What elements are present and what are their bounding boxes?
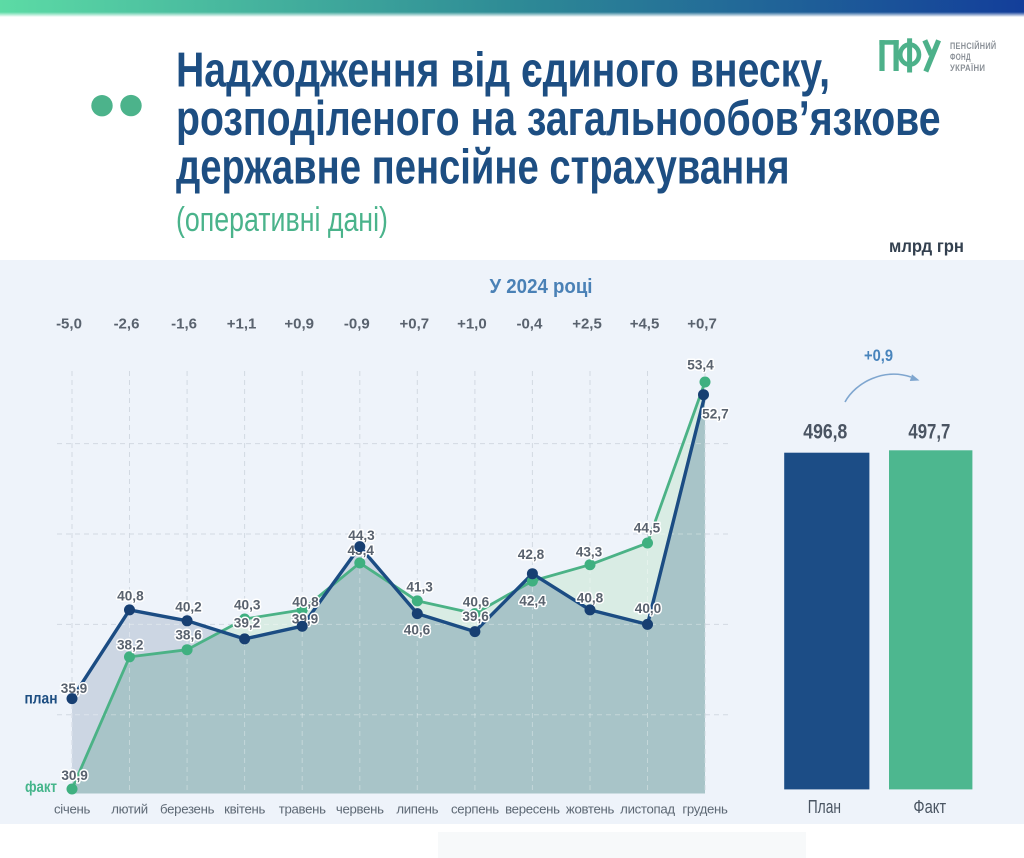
svg-text:-1,6: -1,6	[171, 316, 197, 333]
svg-text:35,9: 35,9	[61, 680, 88, 696]
svg-text:травень: травень	[279, 802, 326, 817]
svg-text:-2,6: -2,6	[114, 316, 140, 333]
svg-text:44,5: 44,5	[634, 520, 661, 536]
svg-text:39,6: 39,6	[462, 608, 489, 624]
svg-text:+2,5: +2,5	[572, 316, 602, 333]
svg-text:40,8: 40,8	[117, 587, 144, 603]
svg-text:40,6: 40,6	[404, 622, 431, 638]
svg-text:ФОНД: ФОНД	[950, 52, 971, 63]
svg-text:розподіленого на загальнообов’: розподіленого на загальнообов’язкове	[176, 92, 941, 146]
svg-text:жовтень: жовтень	[566, 802, 615, 817]
svg-text:План: План	[808, 797, 841, 817]
svg-text:квітень: квітень	[224, 802, 265, 817]
svg-text:40,3: 40,3	[234, 597, 261, 613]
svg-text:40,8: 40,8	[292, 594, 319, 610]
svg-text:(оперативні дані): (оперативні дані)	[176, 201, 388, 239]
svg-text:Факт: Факт	[913, 797, 946, 817]
svg-text:38,2: 38,2	[117, 636, 144, 652]
svg-text:липень: липень	[396, 802, 438, 817]
svg-text:40,8: 40,8	[577, 590, 604, 606]
svg-text:Надходження від єдиного внеску: Надходження від єдиного внеску,	[176, 43, 830, 97]
svg-text:+1,0: +1,0	[457, 316, 487, 333]
svg-text:43,3: 43,3	[576, 544, 603, 560]
svg-text:березень: березень	[160, 802, 215, 817]
svg-text:40,6: 40,6	[463, 594, 490, 610]
svg-text:30,9: 30,9	[61, 767, 88, 783]
svg-text:січень: січень	[54, 802, 91, 817]
svg-text:+0,7: +0,7	[687, 316, 717, 333]
svg-text:42,4: 42,4	[519, 593, 546, 609]
svg-text:+0,9: +0,9	[284, 316, 314, 333]
svg-text:40,0: 40,0	[635, 600, 662, 616]
svg-text:44,3: 44,3	[348, 527, 375, 543]
svg-text:-0,4: -0,4	[516, 316, 543, 333]
svg-text:53,4: 53,4	[687, 357, 714, 373]
svg-text:ПЕНСІЙНИЙ: ПЕНСІЙНИЙ	[950, 40, 997, 52]
svg-text:червень: червень	[336, 802, 384, 817]
svg-text:+0,9: +0,9	[864, 346, 893, 365]
svg-text:+0,7: +0,7	[399, 316, 429, 333]
svg-text:грудень: грудень	[682, 802, 728, 817]
svg-text:план: план	[25, 691, 58, 708]
svg-text:52,7: 52,7	[702, 406, 729, 422]
svg-text:41,3: 41,3	[406, 579, 433, 595]
svg-text:42,8: 42,8	[518, 546, 545, 562]
svg-text:496,8: 496,8	[803, 421, 847, 444]
svg-text:+4,5: +4,5	[630, 316, 660, 333]
svg-text:державне пенсійне страхування: державне пенсійне страхування	[176, 140, 790, 195]
svg-text:-5,0: -5,0	[56, 316, 82, 333]
svg-text:листопад: листопад	[620, 802, 675, 817]
svg-text:УКРАЇНИ: УКРАЇНИ	[950, 63, 985, 74]
svg-text:факт: факт	[25, 779, 57, 796]
svg-text:40,2: 40,2	[175, 599, 202, 615]
svg-text:серпень: серпень	[451, 802, 499, 817]
svg-text:У 2024 році: У 2024 році	[490, 276, 593, 298]
svg-text:39,2: 39,2	[234, 615, 261, 631]
svg-text:вересень: вересень	[505, 802, 560, 817]
svg-text:лютий: лютий	[111, 802, 148, 817]
svg-text:+1,1: +1,1	[227, 316, 257, 333]
svg-text:38,6: 38,6	[175, 627, 202, 643]
svg-text:млрд грн: млрд грн	[889, 236, 964, 256]
svg-text:497,7: 497,7	[908, 421, 950, 444]
svg-text:-0,9: -0,9	[344, 316, 370, 333]
